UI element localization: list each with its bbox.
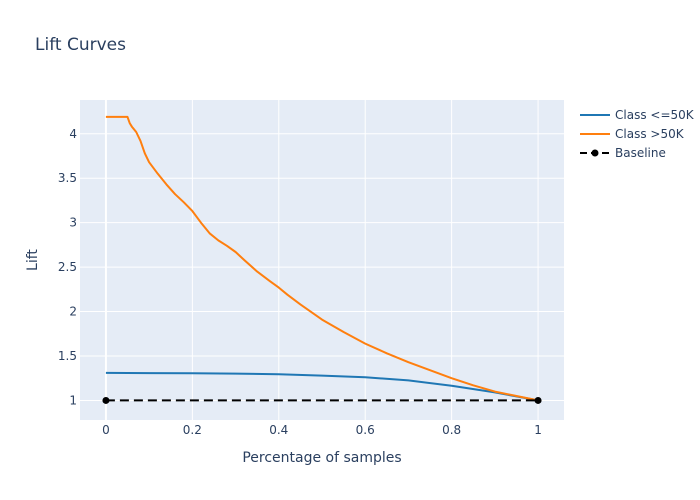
y-tick-label: 3.5 (58, 171, 77, 185)
legend-label-0[interactable]: Class <=50K (615, 108, 695, 122)
y-tick-label: 1.5 (58, 349, 77, 363)
legend-label-1[interactable]: Class >50K (615, 127, 685, 141)
x-tick-label: 0.2 (183, 423, 202, 437)
legend-label-2[interactable]: Baseline (615, 146, 666, 160)
y-tick-label: 2.5 (58, 260, 77, 274)
tick-labels: 0 0.2 0.4 0.6 0.8 1 1 1.5 2 2.5 3 3.5 4 (58, 127, 542, 437)
y-axis-title: Lift (25, 249, 41, 271)
y-tick-label: 1 (69, 393, 77, 407)
series-line-1 (105, 115, 539, 402)
chart-title: Lift Curves (35, 35, 126, 55)
series-line-0 (105, 371, 539, 402)
y-tick-label: 3 (69, 216, 77, 230)
x-tick-label: 1 (534, 423, 542, 437)
series-lines (102, 115, 542, 404)
series-point-2 (534, 396, 542, 404)
x-tick-label: 0.4 (269, 423, 288, 437)
y-tick-label: 4 (69, 127, 77, 141)
series-point-2 (102, 396, 110, 404)
x-axis-title: Percentage of samples (242, 450, 401, 466)
legend: Class <=50K Class >50K Baseline (580, 108, 695, 160)
x-tick-label: 0 (102, 423, 110, 437)
x-tick-label: 0.6 (356, 423, 375, 437)
legend-marker-2 (591, 149, 599, 157)
y-tick-label: 2 (69, 305, 77, 319)
x-tick-label: 0.8 (442, 423, 461, 437)
plot-area (80, 100, 564, 420)
